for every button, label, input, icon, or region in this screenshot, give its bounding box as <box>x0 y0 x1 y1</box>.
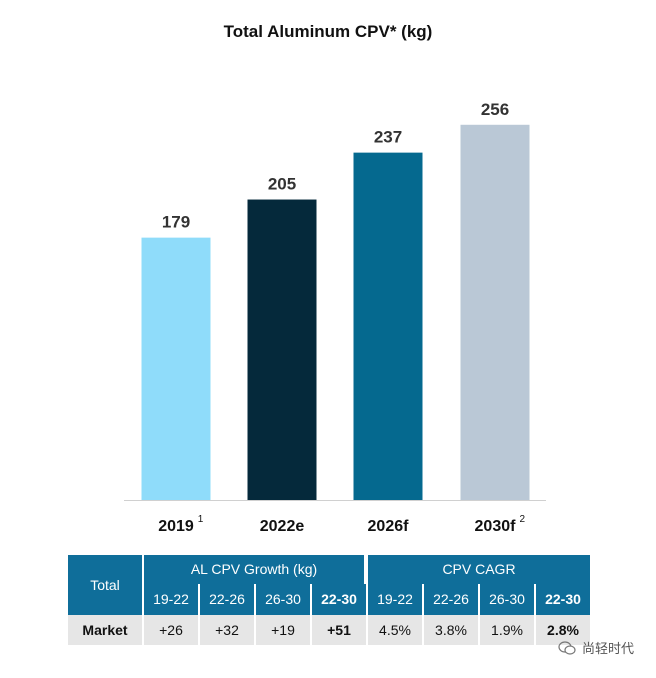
tick-label-2022e: 2022e <box>260 518 305 535</box>
footnote-2030f: 2 <box>519 514 525 525</box>
tick-label-2026f: 2026f <box>368 518 410 535</box>
summary-table: Total AL CPV Growth (kg) CPV CAGR 19-22 … <box>66 555 592 645</box>
bar-2019 <box>141 237 211 500</box>
growth-period-2: 22-26 <box>200 583 254 615</box>
footnote-2019: 1 <box>198 514 204 525</box>
wechat-icon <box>558 640 576 655</box>
bar-2026f <box>353 152 423 501</box>
cagr-value-1: 4.5% <box>368 615 422 645</box>
row-label: Market <box>68 615 142 645</box>
data-label-2022e: 205 <box>268 175 296 194</box>
cagr-period-4: 22-30 <box>536 583 590 615</box>
growth-value-2: +32 <box>200 615 254 645</box>
cagr-period-2: 22-26 <box>424 583 478 615</box>
cagr-header: CPV CAGR <box>368 555 590 584</box>
growth-value-1: +26 <box>144 615 198 645</box>
chart-title: Total Aluminum CPV* (kg) <box>223 22 433 41</box>
tick-label-2019: 2019 <box>158 518 194 535</box>
growth-period-1: 19-22 <box>144 583 198 615</box>
growth-period-4: 22-30 <box>312 583 366 615</box>
bar-2022e <box>247 199 317 500</box>
cagr-period-3: 26-30 <box>480 583 534 615</box>
data-label-2019: 179 <box>162 213 190 232</box>
data-label-2030f: 256 <box>481 100 509 119</box>
bar-2030f <box>460 124 530 501</box>
cagr-value-4: 2.8% <box>536 615 590 645</box>
data-label-2026f: 237 <box>374 128 402 147</box>
growth-value-3: +19 <box>256 615 310 645</box>
bar-chart: 179 2019 1 205 2022e 237 2026f 256 2030f 2 <box>124 100 546 535</box>
cagr-value-2: 3.8% <box>424 615 478 645</box>
growth-header: AL CPV Growth (kg) <box>144 555 366 584</box>
cagr-value-3: 1.9% <box>480 615 534 645</box>
watermark-text: 尚轻时代 <box>581 641 634 656</box>
growth-period-3: 26-30 <box>256 583 310 615</box>
table-row: Market +26 +32 +19 +51 4.5% 3.8% 1.9% 2.… <box>68 615 590 645</box>
growth-value-4: +51 <box>312 615 366 645</box>
tick-label-2030f: 2030f <box>475 518 517 535</box>
table-total-header: Total <box>68 555 142 615</box>
cagr-period-1: 19-22 <box>368 583 422 615</box>
watermark: 尚轻时代 <box>558 638 634 657</box>
